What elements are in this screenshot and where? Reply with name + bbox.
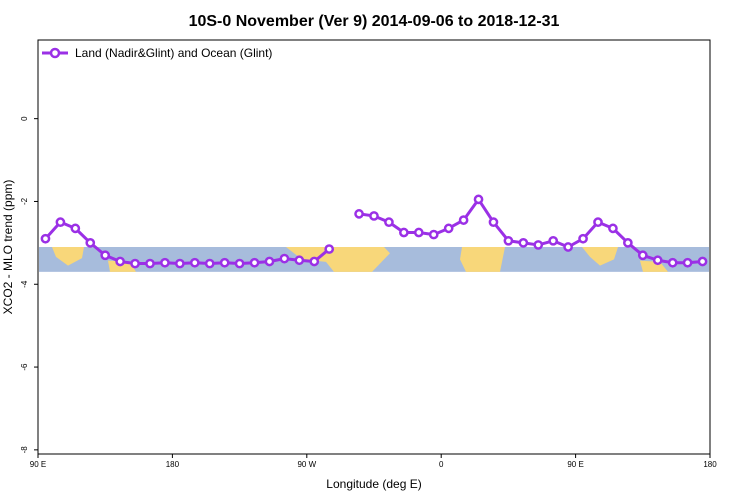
x-tick-label: 180 bbox=[703, 460, 717, 469]
data-point bbox=[234, 258, 245, 269]
data-point bbox=[458, 215, 469, 225]
data-point bbox=[428, 229, 439, 240]
data-point bbox=[249, 257, 260, 268]
data-point bbox=[413, 227, 424, 238]
data-point bbox=[652, 255, 663, 266]
data-point bbox=[488, 217, 499, 228]
data-point bbox=[145, 258, 155, 269]
data-point bbox=[473, 194, 484, 205]
series-layer bbox=[40, 194, 708, 269]
data-point bbox=[115, 256, 125, 267]
data-point bbox=[130, 258, 140, 269]
data-point bbox=[399, 227, 409, 238]
data-point bbox=[369, 211, 379, 221]
legend-label-series-1: Land (Nadir&Glint) and Ocean (Glint) bbox=[75, 46, 272, 60]
y-tick-label: -8 bbox=[20, 446, 29, 454]
data-point bbox=[100, 250, 111, 261]
data-point bbox=[160, 257, 170, 268]
y-tick-label: -2 bbox=[20, 197, 29, 205]
data-point bbox=[204, 258, 215, 269]
map-band bbox=[39, 247, 709, 272]
plot-frame bbox=[37, 39, 711, 455]
land-shape bbox=[582, 247, 618, 266]
data-point bbox=[533, 240, 544, 250]
data-point bbox=[189, 257, 200, 268]
land-shape bbox=[286, 247, 390, 272]
data-point bbox=[294, 255, 305, 266]
data-point bbox=[548, 235, 559, 246]
data-point bbox=[682, 257, 693, 268]
x-axis-label: Longitude (deg E) bbox=[326, 477, 421, 491]
land-shape bbox=[52, 247, 84, 266]
data-point bbox=[623, 238, 633, 248]
data-point bbox=[384, 217, 394, 228]
data-point bbox=[264, 256, 275, 267]
data-point bbox=[40, 233, 51, 244]
data-point bbox=[503, 235, 514, 246]
data-point bbox=[85, 238, 96, 248]
data-point bbox=[697, 256, 708, 267]
y-axis-label: XCO2 - MLO trend (ppm) bbox=[1, 180, 15, 315]
data-point bbox=[443, 223, 454, 234]
y-tick-label: 0 bbox=[20, 116, 29, 121]
data-point bbox=[593, 217, 603, 228]
data-point bbox=[219, 257, 230, 268]
data-point bbox=[175, 258, 185, 269]
x-tick-label: 0 bbox=[439, 460, 444, 469]
data-point bbox=[70, 223, 81, 234]
y-axis: 0 -2 -4 -6 -8 bbox=[20, 116, 38, 454]
y-tick-label: -6 bbox=[20, 363, 29, 371]
data-point bbox=[55, 217, 66, 228]
data-point bbox=[518, 238, 529, 248]
x-tick-label: 180 bbox=[166, 460, 180, 469]
data-point bbox=[563, 242, 573, 252]
data-point bbox=[309, 256, 320, 267]
x-tick-label: 90 W bbox=[297, 460, 316, 469]
data-point bbox=[578, 233, 588, 244]
data-point bbox=[354, 209, 364, 219]
legend-marker-swatch bbox=[49, 47, 61, 59]
y-tick-label: -4 bbox=[20, 280, 29, 288]
land-shape bbox=[460, 247, 505, 272]
legend: Land (Nadir&Glint) and Ocean (Glint) bbox=[42, 46, 272, 60]
x-tick-label: 90 E bbox=[30, 460, 46, 469]
chart-title: 10S-0 November (Ver 9) 2014-09-06 to 201… bbox=[189, 13, 560, 30]
data-point bbox=[667, 257, 678, 268]
x-axis: 90 E 180 90 W 0 90 E 180 bbox=[30, 454, 717, 469]
data-point bbox=[324, 244, 335, 254]
data-point bbox=[279, 253, 290, 264]
x-tick-label: 90 E bbox=[567, 460, 583, 469]
data-point bbox=[608, 223, 618, 234]
data-point bbox=[637, 250, 648, 261]
